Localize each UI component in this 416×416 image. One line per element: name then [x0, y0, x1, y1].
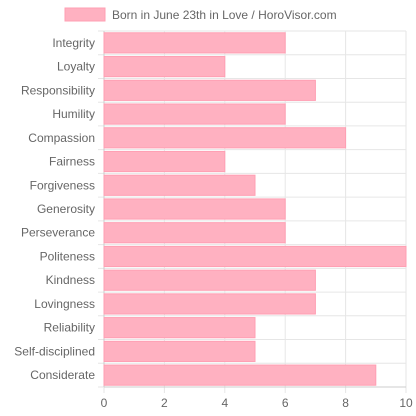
legend[interactable]: Born in June 23th in Love / HoroVisor.co… [64, 7, 337, 22]
legend-swatch [64, 7, 106, 22]
bar[interactable] [103, 32, 286, 54]
x-tick-label: 8 [342, 396, 349, 410]
bar[interactable] [103, 174, 256, 196]
bar[interactable] [103, 317, 256, 339]
category-labels: Integrity Loyalty Responsibility Humility Co… [14, 36, 95, 382]
category-label: Integrity [52, 36, 95, 50]
category-label: Kindness [46, 273, 95, 287]
x-tick-label: 0 [101, 396, 108, 410]
category-label: Lovingness [34, 297, 95, 311]
x-tick-label: 4 [221, 396, 228, 410]
bar[interactable] [103, 340, 256, 362]
bar[interactable] [103, 103, 286, 125]
category-label: Humility [52, 107, 95, 121]
category-label: Self-disciplined [14, 344, 95, 358]
bar[interactable] [103, 56, 226, 78]
bar[interactable] [103, 150, 226, 173]
bar[interactable] [103, 79, 316, 101]
x-tick-label: 2 [161, 396, 168, 410]
category-label: Fairness [49, 155, 95, 169]
x-tick-label: 10 [399, 396, 413, 410]
bar[interactable] [103, 293, 316, 315]
bar[interactable] [103, 222, 286, 244]
bar[interactable] [103, 245, 407, 268]
bar[interactable] [103, 127, 347, 149]
legend-label: Born in June 23th in Love / HoroVisor.co… [112, 8, 337, 22]
bar[interactable] [103, 269, 316, 291]
category-label: Considerate [30, 368, 95, 382]
category-label: Compassion [28, 131, 95, 145]
category-label: Forgiveness [30, 178, 95, 192]
x-tick-label: 6 [282, 396, 289, 410]
category-label: Politeness [40, 249, 95, 263]
bars [103, 32, 407, 386]
bar[interactable] [103, 364, 377, 386]
category-label: Responsibility [21, 83, 95, 97]
category-label: Loyalty [57, 60, 95, 74]
category-label: Perseverance [21, 226, 95, 240]
category-label: Generosity [37, 202, 95, 216]
bar[interactable] [103, 198, 286, 220]
x-axis-ticks: 0 2 4 6 8 10 [101, 396, 413, 410]
category-label: Reliability [44, 321, 95, 335]
